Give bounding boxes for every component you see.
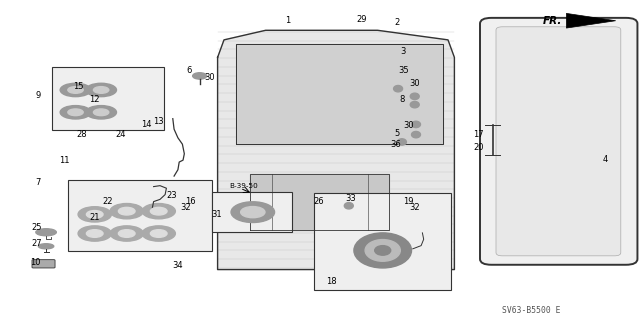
Text: 30: 30 [205,73,215,82]
Text: 20: 20 [474,143,484,152]
FancyBboxPatch shape [52,67,164,130]
Text: 31: 31 [211,210,221,219]
Ellipse shape [78,226,111,241]
Text: 30: 30 [410,79,420,88]
Text: 7: 7 [36,178,41,187]
Text: FR.: FR. [543,16,562,26]
Text: 35: 35 [398,66,408,75]
Ellipse shape [354,233,412,268]
Text: 19: 19 [403,197,413,206]
Ellipse shape [231,202,275,223]
Text: B-39-50: B-39-50 [229,183,258,189]
FancyBboxPatch shape [314,193,451,290]
Ellipse shape [36,229,56,236]
Text: 16: 16 [186,197,196,206]
Text: 13: 13 [154,117,164,126]
Ellipse shape [397,139,406,145]
Ellipse shape [142,226,175,241]
Text: 11: 11 [59,156,69,165]
Ellipse shape [412,121,420,128]
FancyBboxPatch shape [212,192,292,232]
Text: 32: 32 [410,204,420,212]
Text: 1: 1 [285,16,291,25]
Text: 3: 3 [401,47,406,56]
Polygon shape [566,13,616,28]
Text: 21: 21 [90,213,100,222]
Text: 18: 18 [326,277,337,286]
Ellipse shape [150,230,167,237]
Text: 30: 30 [403,121,413,130]
Ellipse shape [241,207,265,218]
Text: 4: 4 [602,155,607,164]
Ellipse shape [193,73,207,79]
Ellipse shape [365,240,401,261]
Text: 12: 12 [90,95,100,104]
Text: 27: 27 [32,239,42,248]
Ellipse shape [410,101,419,108]
Text: 5: 5 [394,130,399,138]
Ellipse shape [394,85,403,92]
Ellipse shape [110,204,143,219]
Ellipse shape [93,86,109,93]
Ellipse shape [68,86,83,93]
Text: 34: 34 [173,261,183,270]
Text: 17: 17 [474,130,484,139]
Text: 10: 10 [30,258,40,267]
Ellipse shape [150,207,167,215]
Text: 26: 26 [314,197,324,206]
Text: 2: 2 [394,18,399,27]
Ellipse shape [344,203,353,209]
Ellipse shape [412,131,420,138]
Text: 15: 15 [73,82,83,91]
Ellipse shape [86,106,116,119]
Ellipse shape [118,207,135,215]
Text: 9: 9 [36,91,41,100]
Text: 22: 22 [102,197,113,206]
Ellipse shape [93,109,109,116]
FancyBboxPatch shape [480,18,637,265]
Ellipse shape [38,244,54,249]
Polygon shape [250,174,389,230]
Text: 24: 24 [115,130,125,139]
Ellipse shape [375,246,390,255]
FancyBboxPatch shape [496,27,621,256]
Text: 8: 8 [399,95,404,104]
Ellipse shape [60,83,91,97]
Text: 25: 25 [32,223,42,232]
Text: 36: 36 [390,140,401,149]
Text: 32: 32 [180,204,191,212]
Ellipse shape [410,93,419,100]
FancyBboxPatch shape [32,260,55,268]
Polygon shape [236,44,443,144]
Ellipse shape [86,83,116,97]
Ellipse shape [110,226,143,241]
Text: 6: 6 [186,66,191,75]
Text: 29: 29 [356,15,367,24]
Ellipse shape [86,211,103,218]
Ellipse shape [60,106,91,119]
Text: 23: 23 [166,191,177,200]
FancyBboxPatch shape [68,180,212,251]
Text: 28: 28 [77,130,87,139]
Ellipse shape [142,204,175,219]
Ellipse shape [118,230,135,237]
Text: 33: 33 [346,194,356,203]
Ellipse shape [86,230,103,237]
Ellipse shape [68,109,83,116]
Text: SV63-B5500 E: SV63-B5500 E [502,306,561,315]
Ellipse shape [78,207,111,222]
Text: 14: 14 [141,120,151,129]
Polygon shape [218,30,454,270]
